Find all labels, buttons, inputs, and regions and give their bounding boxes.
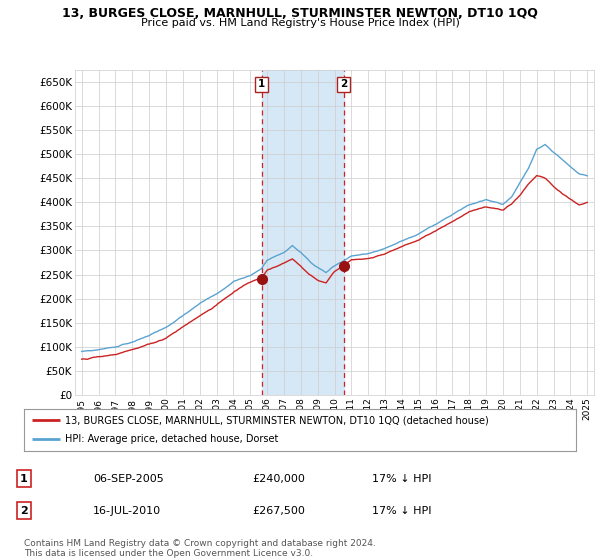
Text: 2: 2 xyxy=(20,506,28,516)
Text: 13, BURGES CLOSE, MARNHULL, STURMINSTER NEWTON, DT10 1QQ: 13, BURGES CLOSE, MARNHULL, STURMINSTER … xyxy=(62,7,538,20)
Text: 1: 1 xyxy=(20,474,28,484)
Text: 17% ↓ HPI: 17% ↓ HPI xyxy=(372,506,431,516)
Text: 17% ↓ HPI: 17% ↓ HPI xyxy=(372,474,431,484)
Text: £267,500: £267,500 xyxy=(252,506,305,516)
Text: 2: 2 xyxy=(340,80,347,90)
Text: 13, BURGES CLOSE, MARNHULL, STURMINSTER NEWTON, DT10 1QQ (detached house): 13, BURGES CLOSE, MARNHULL, STURMINSTER … xyxy=(65,415,489,425)
Text: 06-SEP-2005: 06-SEP-2005 xyxy=(93,474,164,484)
Text: £240,000: £240,000 xyxy=(252,474,305,484)
Text: HPI: Average price, detached house, Dorset: HPI: Average price, detached house, Dors… xyxy=(65,435,279,445)
Text: Contains HM Land Registry data © Crown copyright and database right 2024.
This d: Contains HM Land Registry data © Crown c… xyxy=(24,539,376,558)
Text: 1: 1 xyxy=(258,80,265,90)
Text: Price paid vs. HM Land Registry's House Price Index (HPI): Price paid vs. HM Land Registry's House … xyxy=(140,18,460,29)
Text: 16-JUL-2010: 16-JUL-2010 xyxy=(93,506,161,516)
Bar xyxy=(262,70,344,395)
